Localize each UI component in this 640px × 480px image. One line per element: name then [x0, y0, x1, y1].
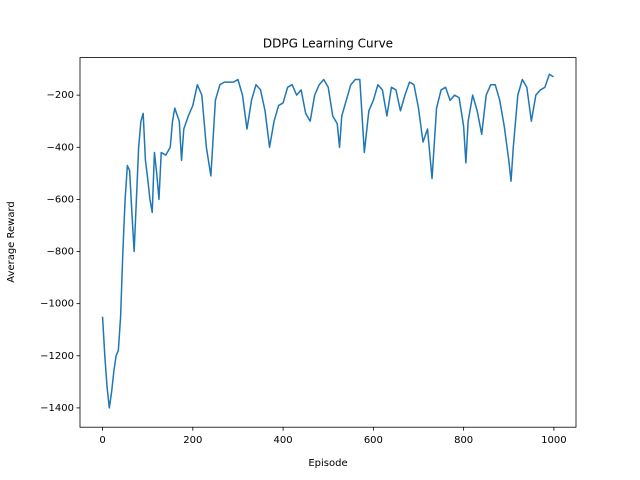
- x-tick-label: 400: [274, 435, 293, 446]
- x-tick-label: 1000: [541, 435, 566, 446]
- x-tick-label: 0: [99, 435, 105, 446]
- x-tick-label: 200: [183, 435, 202, 446]
- y-tick-label: −1400: [40, 403, 74, 414]
- y-tick-label: −400: [47, 142, 74, 153]
- x-axis-label: Episode: [308, 458, 347, 469]
- axes-frame: [79, 57, 577, 428]
- chart-title: DDPG Learning Curve: [263, 37, 393, 51]
- x-tick-label: 600: [364, 435, 383, 446]
- y-tick-label: −1200: [40, 351, 74, 362]
- y-tick-label: −600: [47, 194, 74, 205]
- x-tick-label: 800: [454, 435, 473, 446]
- line-series: [101, 73, 554, 409]
- y-tick-label: −800: [47, 247, 74, 258]
- y-axis-label: Average Reward: [6, 201, 17, 282]
- y-tick-label: −1000: [40, 299, 74, 310]
- y-tick-label: −200: [47, 90, 74, 101]
